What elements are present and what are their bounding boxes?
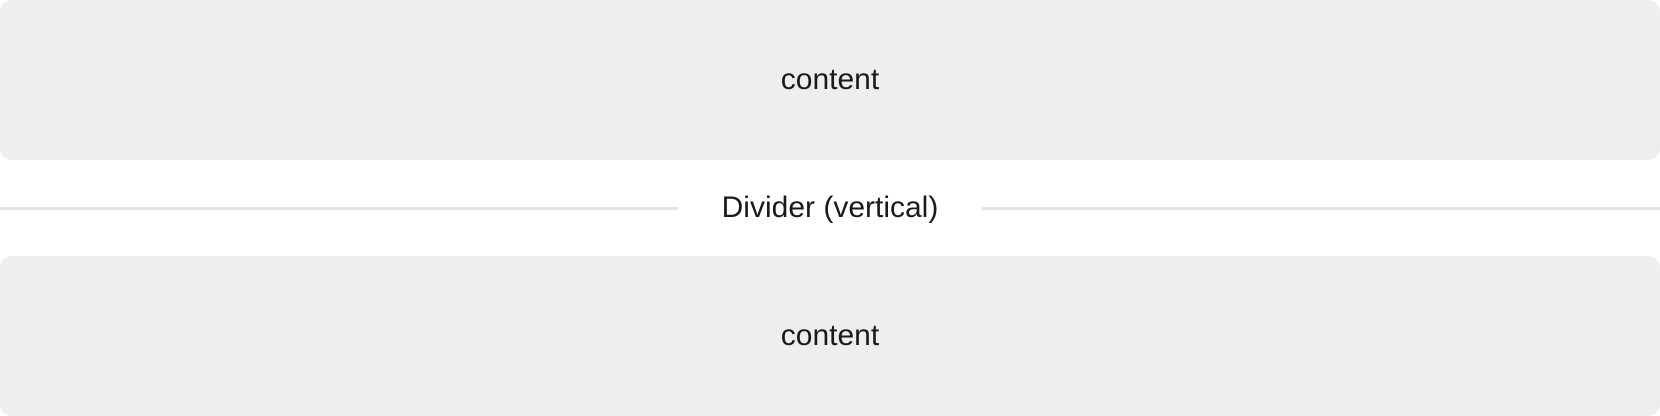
content-panel-top: content [0,0,1660,160]
content-panel-bottom: content [0,256,1660,416]
divider-label: Divider (vertical) [721,191,939,224]
content-panel-top-label: content [780,63,880,96]
divider-line-right [982,206,1660,210]
content-panel-bottom-label: content [780,319,880,352]
divider-line-left [0,206,678,210]
divider: Divider (vertical) [0,184,1660,232]
